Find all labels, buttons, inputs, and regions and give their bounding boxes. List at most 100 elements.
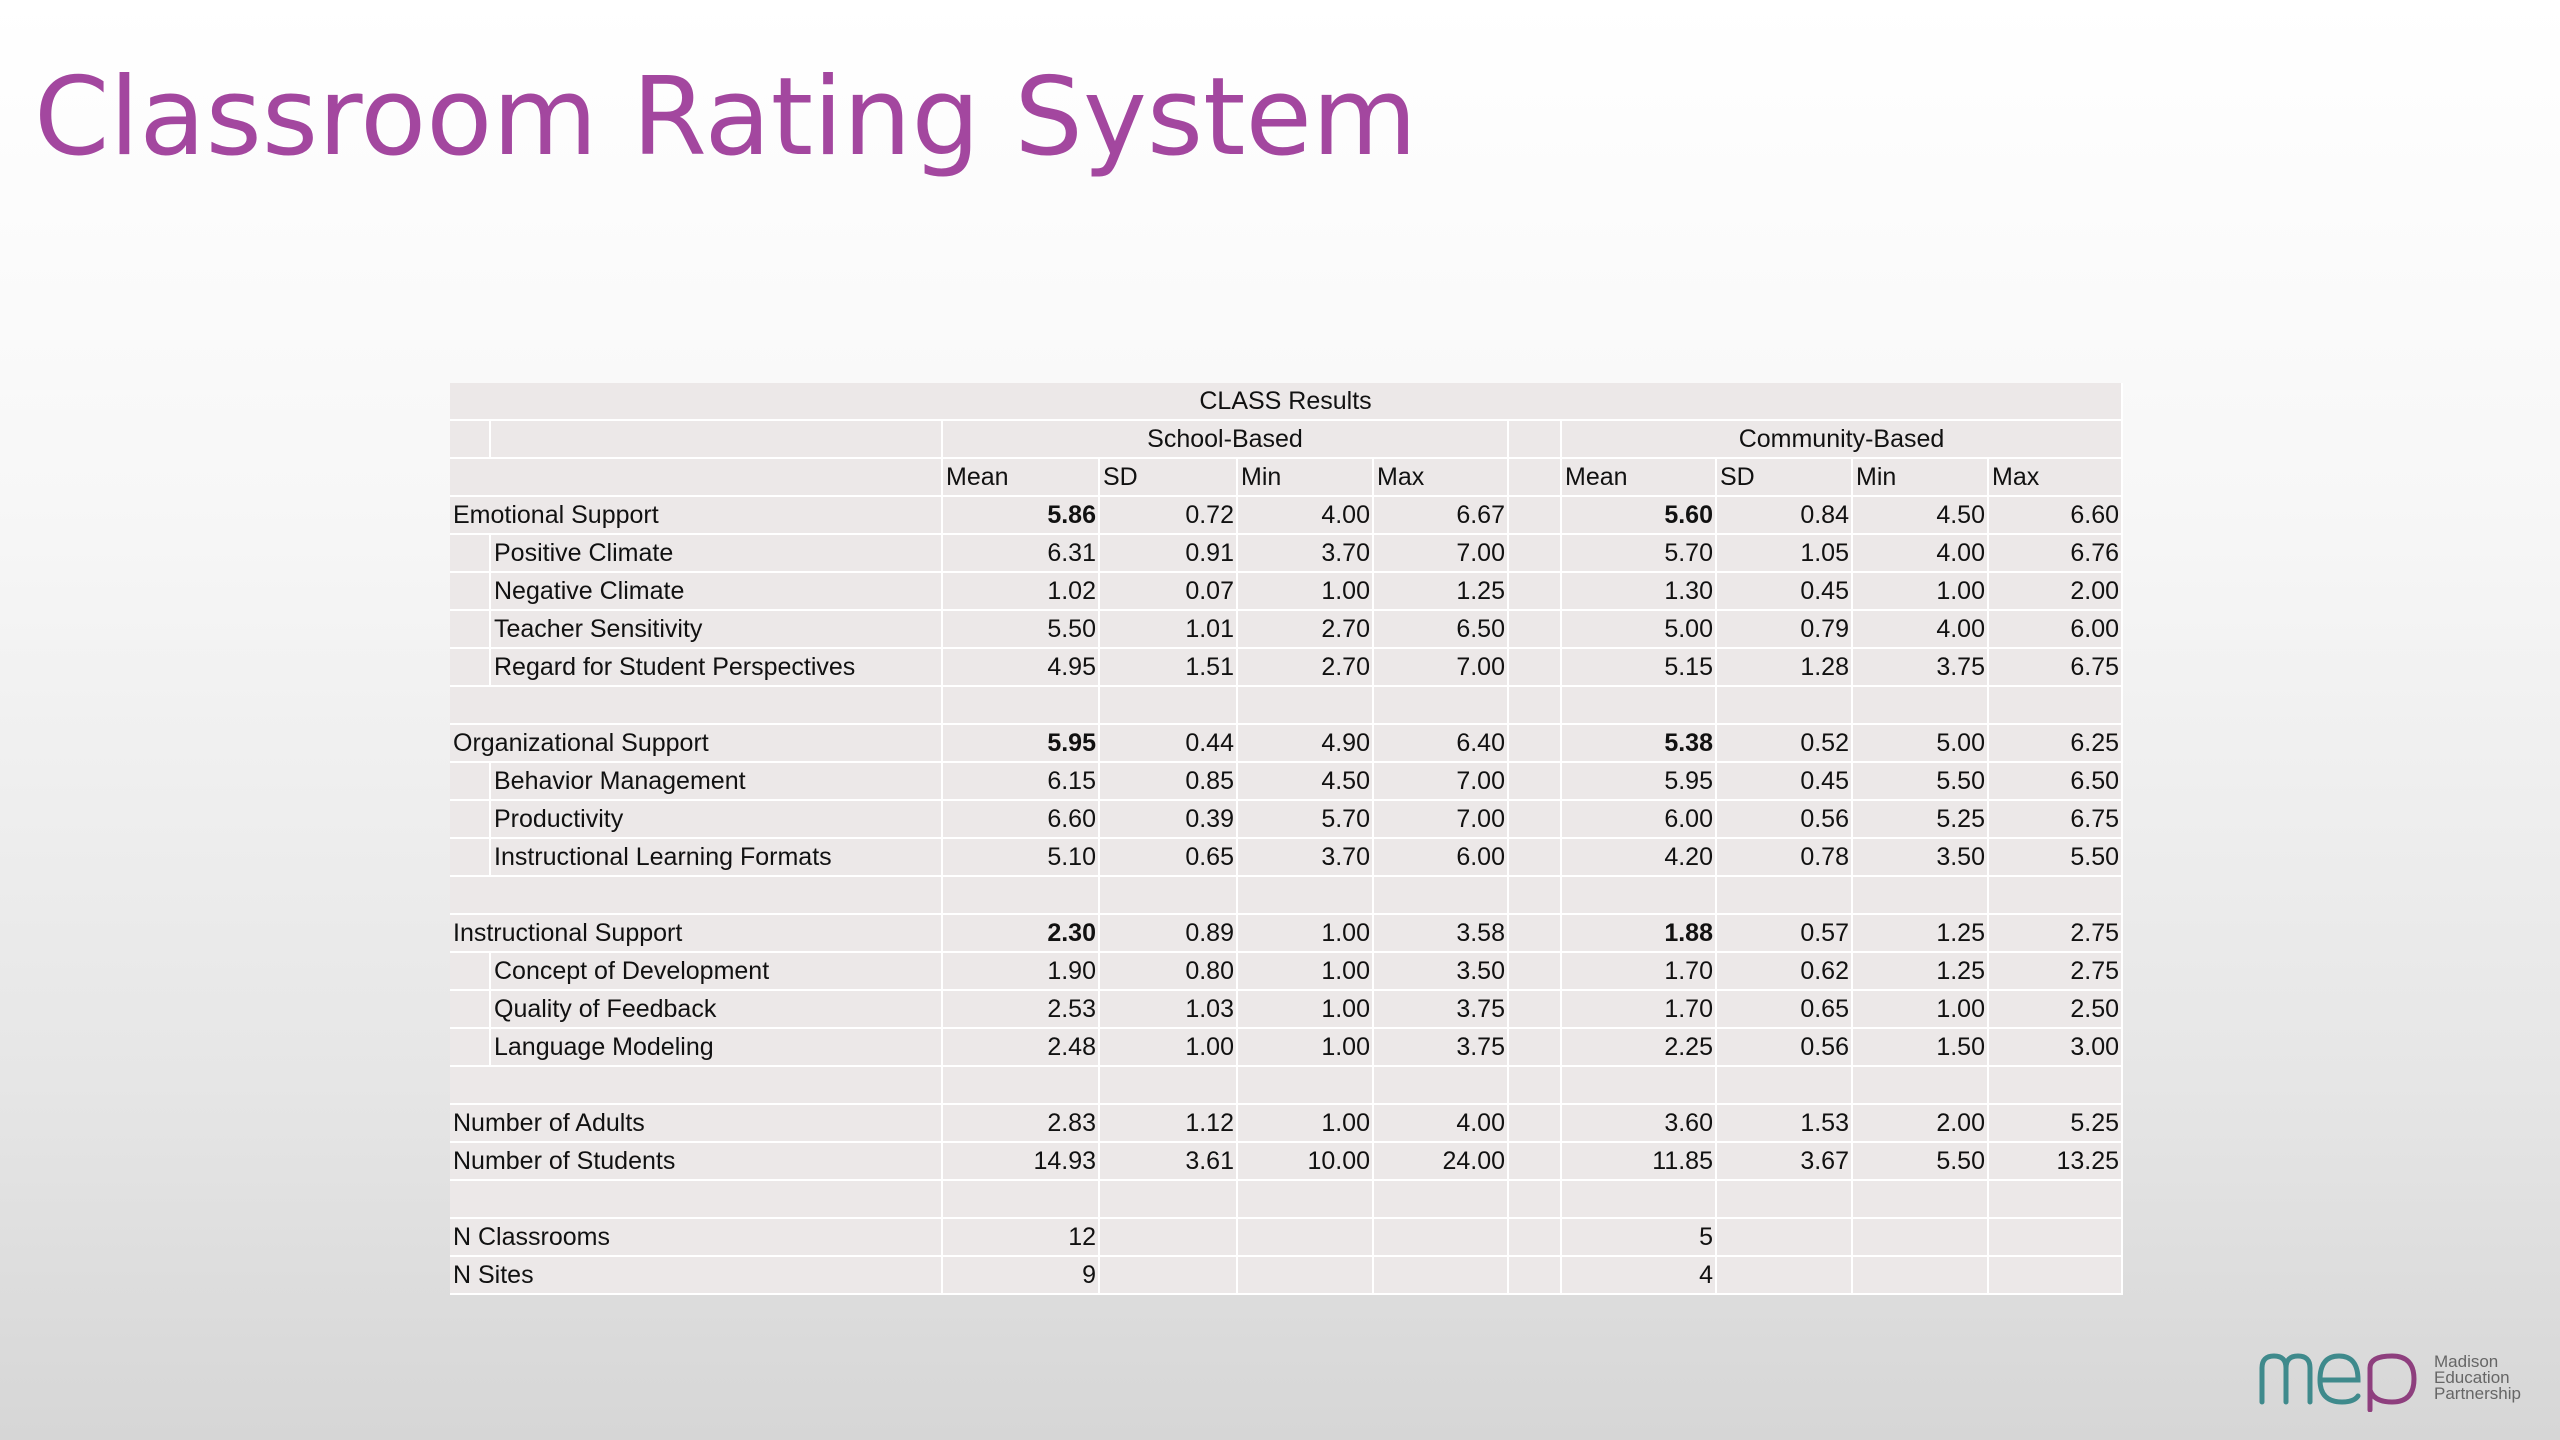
community-min-cell — [1852, 686, 1989, 725]
community-sd-cell: 0.56 — [1716, 800, 1853, 839]
community-max-cell: 6.75 — [1988, 648, 2124, 687]
school-min-cell — [1237, 686, 1374, 725]
school-min-cell — [1237, 1218, 1374, 1257]
row-label: Language Modeling — [490, 1028, 943, 1067]
school-mean-cell: 6.15 — [942, 762, 1100, 801]
indent-cell — [450, 1028, 491, 1067]
community-min-cell — [1852, 1180, 1989, 1219]
school-sd-cell — [1099, 876, 1238, 915]
community-mean-cell: 5.00 — [1561, 610, 1717, 649]
community-min-cell: 5.25 — [1852, 800, 1989, 839]
section-row: N Classrooms 12 5 — [450, 1218, 2124, 1257]
logo-text-line: Education — [2434, 1368, 2510, 1387]
separator-cell — [1508, 1066, 1562, 1105]
separator-cell — [1508, 534, 1562, 573]
school-mean-cell — [942, 876, 1100, 915]
school-max-cell — [1373, 1256, 1509, 1295]
community-mean-cell: 2.25 — [1561, 1028, 1717, 1067]
row-label: N Classrooms — [450, 1218, 943, 1257]
indent-cell — [450, 762, 491, 801]
community-min-cell — [1852, 1066, 1989, 1105]
community-max-cell — [1988, 686, 2124, 725]
school-min-cell — [1237, 876, 1374, 915]
slide-title: Classroom Rating System — [34, 55, 1418, 180]
community-mean-cell: 6.00 — [1561, 800, 1717, 839]
community-min-cell: 4.50 — [1852, 496, 1989, 535]
school-max-cell: 6.67 — [1373, 496, 1509, 535]
section-row: N Sites 9 4 — [450, 1256, 2124, 1295]
column-header-sd: SD — [1716, 458, 1853, 497]
school-max-cell — [1373, 686, 1509, 725]
community-min-cell: 3.50 — [1852, 838, 1989, 877]
school-max-cell — [1373, 1218, 1509, 1257]
school-mean-cell — [942, 1066, 1100, 1105]
school-mean-cell — [942, 686, 1100, 725]
school-max-cell — [1373, 1066, 1509, 1105]
community-min-cell: 3.75 — [1852, 648, 1989, 687]
school-max-cell: 1.25 — [1373, 572, 1509, 611]
school-max-cell: 3.75 — [1373, 1028, 1509, 1067]
community-min-cell: 1.00 — [1852, 990, 1989, 1029]
table-caption: CLASS Results — [450, 383, 2124, 421]
section-row: Organizational Support 5.95 0.44 4.90 6.40 5.… — [450, 724, 2124, 763]
column-header-min: Min — [1852, 458, 1989, 497]
community-mean-cell: 1.30 — [1561, 572, 1717, 611]
separator-cell — [1508, 1218, 1562, 1257]
indent-cell — [450, 534, 491, 573]
community-max-cell: 2.50 — [1988, 990, 2124, 1029]
community-mean-cell: 5.70 — [1561, 534, 1717, 573]
row-label: Quality of Feedback — [490, 990, 943, 1029]
school-min-cell: 5.70 — [1237, 800, 1374, 839]
school-max-cell: 7.00 — [1373, 534, 1509, 573]
community-sd-cell: 0.84 — [1716, 496, 1853, 535]
spacer-row — [450, 876, 2124, 915]
community-max-cell — [1988, 1180, 2124, 1219]
school-min-cell: 4.00 — [1237, 496, 1374, 535]
school-sd-cell: 0.80 — [1099, 952, 1238, 991]
school-mean-cell: 14.93 — [942, 1142, 1100, 1181]
community-sd-cell: 0.65 — [1716, 990, 1853, 1029]
community-max-cell — [1988, 876, 2124, 915]
community-sd-cell: 0.45 — [1716, 572, 1853, 611]
separator-cell — [1508, 610, 1562, 649]
community-sd-cell: 0.62 — [1716, 952, 1853, 991]
community-mean-cell: 5.38 — [1561, 724, 1717, 763]
group-header-community: Community-Based — [1561, 420, 2124, 459]
logo-text: Madison Education Partnership — [2434, 1353, 2521, 1402]
column-header-sd: SD — [1099, 458, 1238, 497]
spacer-row — [450, 686, 2124, 725]
group-header-school: School-Based — [942, 420, 1509, 459]
row-label: Behavior Management — [490, 762, 943, 801]
school-min-cell: 1.00 — [1237, 572, 1374, 611]
community-max-cell — [1988, 1066, 2124, 1105]
community-max-cell: 13.25 — [1988, 1142, 2124, 1181]
separator-cell — [1508, 648, 1562, 687]
school-sd-cell — [1099, 1218, 1238, 1257]
school-min-cell: 1.00 — [1237, 1104, 1374, 1143]
school-min-cell: 2.70 — [1237, 610, 1374, 649]
school-sd-cell: 1.03 — [1099, 990, 1238, 1029]
school-min-cell: 2.70 — [1237, 648, 1374, 687]
school-min-cell — [1237, 1180, 1374, 1219]
community-max-cell: 6.25 — [1988, 724, 2124, 763]
community-mean-cell: 1.88 — [1561, 914, 1717, 953]
column-header-max: Max — [1988, 458, 2124, 497]
school-min-cell: 3.70 — [1237, 838, 1374, 877]
empty-cell — [1508, 458, 1562, 497]
separator-cell — [1508, 1104, 1562, 1143]
school-sd-cell: 1.12 — [1099, 1104, 1238, 1143]
school-sd-cell: 0.91 — [1099, 534, 1238, 573]
community-mean-cell: 5 — [1561, 1218, 1717, 1257]
community-max-cell: 3.00 — [1988, 1028, 2124, 1067]
school-mean-cell: 9 — [942, 1256, 1100, 1295]
school-max-cell: 24.00 — [1373, 1142, 1509, 1181]
indent-cell — [450, 610, 491, 649]
community-min-cell: 4.00 — [1852, 610, 1989, 649]
school-sd-cell: 0.07 — [1099, 572, 1238, 611]
table-body: CLASS Results School-Based Community-Bas… — [450, 383, 2124, 1295]
section-row: Number of Adults 2.83 1.12 1.00 4.00 3.60 1.53… — [450, 1104, 2124, 1143]
row-label — [450, 876, 943, 915]
empty-cell — [490, 420, 943, 459]
school-max-cell: 3.50 — [1373, 952, 1509, 991]
separator-cell — [1508, 496, 1562, 535]
